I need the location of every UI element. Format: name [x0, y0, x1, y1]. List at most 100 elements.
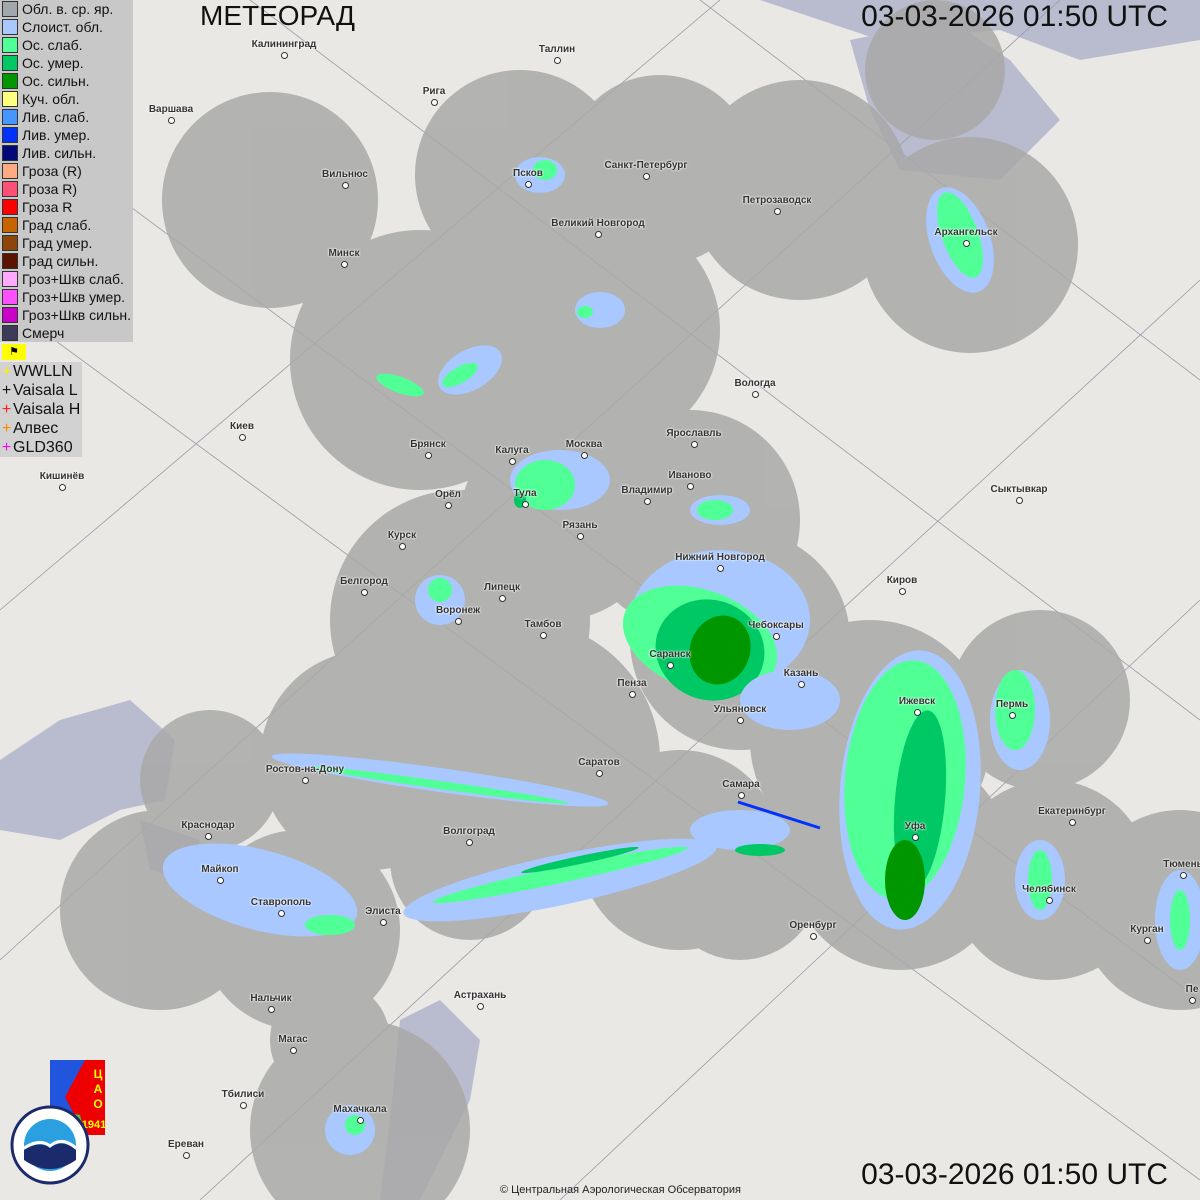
city-marker	[554, 57, 561, 64]
city-label: Петрозаводск	[742, 195, 812, 206]
city-marker	[431, 99, 438, 106]
svg-text:1941: 1941	[82, 1119, 106, 1131]
legend-swatch	[2, 235, 18, 251]
timestamp-bottom: 03-03-2026 01:50 UTC	[861, 1158, 1168, 1191]
city-label: Белгород	[340, 576, 388, 587]
city-marker	[425, 452, 432, 459]
city-marker	[643, 173, 650, 180]
city-label: Чебоксары	[748, 620, 804, 631]
lightning-network-item[interactable]: + GLD360	[0, 438, 82, 457]
legend-swatch	[2, 181, 18, 197]
precipitation-echo	[689, 615, 751, 685]
city-marker	[357, 1117, 364, 1124]
precipitation-echo	[1028, 850, 1052, 910]
legend-item: Гроз+Шкв умер.	[0, 288, 133, 306]
city-marker	[717, 565, 724, 572]
city-label: Ставрополь	[250, 897, 312, 908]
svg-text:А: А	[94, 1082, 103, 1096]
legend-swatch	[2, 55, 18, 71]
legend-item: Град сильн.	[0, 252, 133, 270]
lightning-network-item[interactable]: + Алвес	[0, 419, 82, 438]
city-marker	[540, 632, 547, 639]
radar-coverage-circle	[690, 80, 910, 300]
legend-swatch	[2, 127, 18, 143]
legend-swatch	[2, 217, 18, 233]
city-marker	[466, 839, 473, 846]
radar-coverage-circle	[865, 0, 1005, 140]
legend-item: Град слаб.	[0, 216, 133, 234]
precipitation-echo	[740, 670, 840, 730]
lightning-network-item[interactable]: + WWLLN	[0, 362, 82, 381]
precipitation-echo	[995, 670, 1035, 750]
lightning-network-item[interactable]: + Vaisala H	[0, 400, 82, 419]
precipitation	[162, 157, 1200, 1155]
city-marker	[168, 117, 175, 124]
legend-item: Гроза R)	[0, 180, 133, 198]
precipitation-echo	[735, 844, 785, 856]
city-marker	[899, 588, 906, 595]
lightning-cross-icon: +	[1, 400, 12, 418]
city-label: Ульяновск	[713, 704, 767, 715]
city-label: Саранск	[649, 649, 691, 660]
city-marker	[798, 681, 805, 688]
city-label: Калининград	[251, 39, 317, 50]
city-marker	[687, 483, 694, 490]
city-label: Псков	[513, 168, 543, 179]
lightning-cross-icon: +	[1, 362, 12, 380]
legend-label: Ос. умер.	[22, 55, 84, 71]
legend-label: Ос. сильн.	[22, 73, 90, 89]
city-label: Киров	[886, 575, 918, 586]
city-label: Тбилиси	[221, 1089, 265, 1100]
city-label: Тула	[513, 488, 537, 499]
city-label: Великий Новгород	[551, 218, 645, 229]
precipitation-echo	[428, 578, 452, 602]
city-label: Ереван	[168, 1139, 204, 1150]
city-label: Воронеж	[435, 605, 481, 616]
city-label: Курск	[387, 530, 417, 541]
roshydromet-logo	[10, 1105, 90, 1185]
city-marker	[581, 452, 588, 459]
legend-item: Лив. слаб.	[0, 108, 133, 126]
black-sea	[0, 700, 175, 840]
legend-label: Град сильн.	[22, 253, 99, 269]
city-label: Брянск	[410, 439, 446, 450]
flag-toggle-icon[interactable]: ⚑	[2, 344, 26, 360]
legend: Обл. в. ср. яр. Слоист. обл. Ос. слаб. Ос. …	[0, 0, 133, 342]
legend-item: Ос. умер.	[0, 54, 133, 72]
city-label: Элиста	[365, 906, 401, 917]
page-title: МЕТЕОРАД	[200, 0, 355, 31]
city-label: Тамбов	[524, 619, 562, 630]
city-marker	[240, 1102, 247, 1109]
city-marker	[1189, 997, 1196, 1004]
precipitation-echo	[575, 292, 625, 328]
legend-swatch	[2, 199, 18, 215]
city-label: Нальчик	[250, 993, 292, 1004]
city-label: Таллин	[538, 44, 576, 55]
city-marker	[445, 502, 452, 509]
city-label: Уфа	[904, 821, 926, 832]
legend-swatch	[2, 73, 18, 89]
city-marker	[667, 662, 674, 669]
city-label: Орёл	[435, 489, 461, 500]
lightning-network-item[interactable]: + Vaisala L	[0, 381, 82, 400]
city-label: Астрахань	[453, 990, 507, 1001]
precipitation-streak	[737, 800, 821, 830]
legend-label: Гроза R	[22, 199, 73, 215]
legend-swatch	[2, 1, 18, 17]
city-label: Владимир	[621, 485, 673, 496]
lightning-cross-icon: +	[1, 381, 12, 399]
lightning-network-label: WWLLN	[13, 362, 73, 380]
legend-label: Гроз+Шкв умер.	[22, 289, 126, 305]
city-marker	[509, 458, 516, 465]
legend-item: Лив. сильн.	[0, 144, 133, 162]
legend-item: Ос. слаб.	[0, 36, 133, 54]
precipitation-echo	[1170, 890, 1190, 950]
city-marker	[380, 919, 387, 926]
city-marker	[205, 833, 212, 840]
legend-swatch	[2, 325, 18, 341]
city-label: Екатеринбург	[1038, 806, 1106, 817]
lightning-legend: + WWLLN + Vaisala L + Vaisala H + Алвес + GLD360	[0, 362, 82, 457]
copyright: © Центральная Аэрологическая Обсерватори…	[500, 1184, 741, 1196]
legend-label: Слоист. обл.	[22, 19, 103, 35]
